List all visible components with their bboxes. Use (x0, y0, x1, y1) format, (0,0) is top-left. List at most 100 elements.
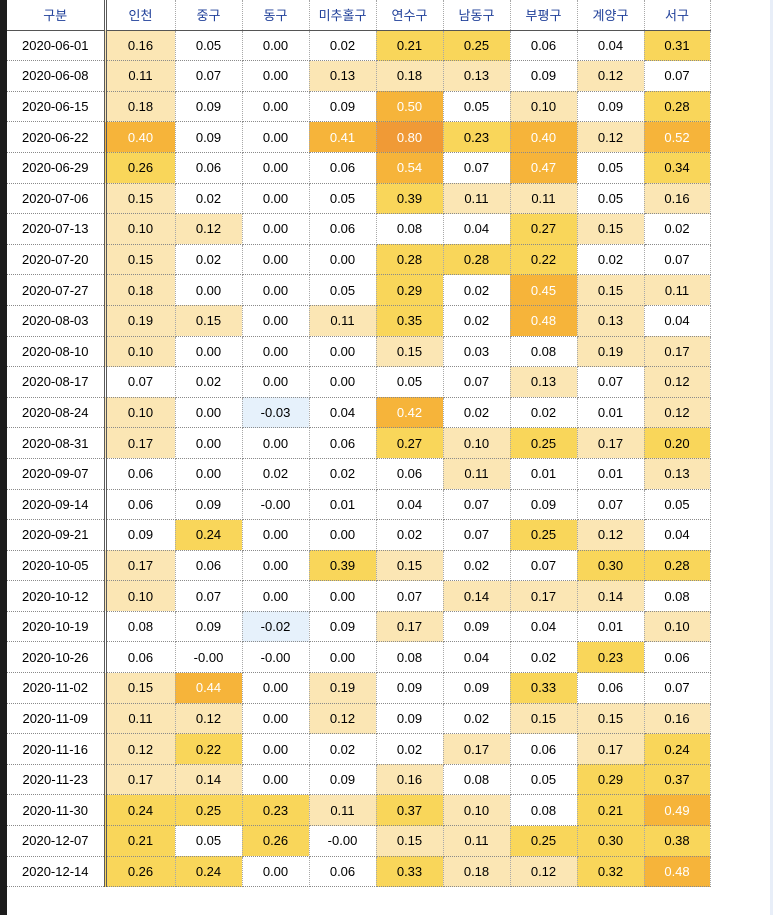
row-date: 2020-08-03 (7, 305, 107, 337)
heat-cell: 0.09 (443, 672, 511, 704)
heat-cell: 0.15 (105, 672, 176, 704)
table-row: 2020-08-10 0.10 0.00 0.00 0.00 0.15 0.03 0.08 0.… (7, 336, 711, 368)
heat-cell: 0.39 (309, 550, 377, 582)
heat-cell: 0.00 (242, 366, 310, 398)
heat-cell: 0.14 (577, 580, 645, 612)
heat-cell: 0.05 (376, 366, 444, 398)
heat-cell: 0.04 (510, 611, 578, 643)
heat-cell: 0.17 (105, 550, 176, 582)
heat-cell: 0.27 (510, 213, 578, 245)
heat-cell: 0.23 (443, 121, 511, 153)
table-body: 2020-06-01 0.16 0.05 0.00 0.02 0.21 0.25 0.06 0.… (7, 30, 711, 888)
row-date: 2020-06-29 (7, 152, 107, 184)
row-date: 2020-12-07 (7, 825, 107, 857)
heat-cell: 0.09 (105, 519, 176, 551)
heat-cell: 0.12 (577, 121, 645, 153)
table-row: 2020-12-14 0.26 0.24 0.00 0.06 0.33 0.18 0.12 0.… (7, 856, 711, 888)
heat-cell: 0.47 (510, 152, 578, 184)
heat-cell: 0.00 (242, 91, 310, 123)
heat-cell: 0.02 (175, 183, 243, 215)
heat-cell: 0.37 (376, 794, 444, 827)
heat-cell: 0.01 (577, 397, 645, 429)
heat-cell: 0.22 (510, 244, 578, 276)
heat-cell: 0.09 (175, 611, 243, 643)
heat-cell: 0.09 (175, 489, 243, 521)
heat-cell: 0.28 (644, 91, 711, 123)
heat-cell: 0.10 (105, 580, 176, 612)
heat-cell: 0.08 (376, 213, 444, 245)
heat-cell: 0.02 (443, 550, 511, 582)
table-row: 2020-10-26 0.06 -0.00 -0.00 0.00 0.08 0.04 0.02… (7, 641, 711, 674)
heat-cell: 0.02 (510, 397, 578, 429)
row-date: 2020-11-30 (7, 794, 107, 827)
heat-cell: 0.35 (376, 305, 444, 337)
header-row: 구분 인천 중구 동구 미추홀구 연수구 남동구 부평구 계양구 서구 (7, 0, 711, 31)
heat-cell: 0.11 (309, 794, 377, 827)
table-row: 2020-10-19 0.08 0.09 -0.02 0.09 0.17 0.09 0.04 0… (7, 611, 711, 643)
heat-cell: 0.00 (175, 336, 243, 368)
heat-cell: 0.02 (175, 244, 243, 276)
heat-cell: 0.40 (105, 121, 176, 153)
heatmap-table-container: 구분 인천 중구 동구 미추홀구 연수구 남동구 부평구 계양구 서구 2020-06-01 0.… (7, 0, 773, 915)
heat-cell: 0.00 (309, 244, 377, 276)
heat-cell: 0.00 (242, 764, 310, 796)
heat-cell: 0.09 (443, 611, 511, 643)
heat-cell: 0.00 (242, 213, 310, 245)
heat-cell: 0.31 (644, 30, 711, 62)
heat-cell: 0.25 (510, 427, 578, 459)
heat-cell: 0.16 (105, 30, 176, 62)
heat-cell: -0.00 (309, 825, 377, 857)
heat-cell: 0.17 (644, 336, 711, 368)
row-date: 2020-12-14 (7, 856, 107, 888)
heat-cell: 0.52 (644, 121, 711, 153)
heat-cell: 0.06 (376, 458, 444, 490)
heat-cell: 0.38 (644, 825, 711, 857)
heat-cell: 0.39 (376, 183, 444, 215)
heat-cell: 0.17 (577, 733, 645, 765)
heat-cell: 0.15 (577, 213, 645, 245)
row-date: 2020-10-19 (7, 611, 107, 643)
heat-cell: -0.00 (175, 641, 243, 674)
heat-cell: 0.05 (577, 152, 645, 184)
heat-cell: 0.12 (175, 213, 243, 245)
heat-cell: -0.02 (242, 611, 310, 643)
heat-cell: 0.40 (510, 121, 578, 153)
heat-cell: 0.17 (443, 733, 511, 765)
heat-cell: 0.00 (309, 641, 377, 674)
heat-cell: 0.27 (376, 427, 444, 459)
heat-cell: 0.08 (105, 611, 176, 643)
heat-cell: 0.12 (644, 397, 711, 429)
table-row: 2020-07-06 0.15 0.02 0.00 0.05 0.39 0.11 0.11 0.… (7, 183, 711, 215)
heat-cell: 0.07 (175, 60, 243, 92)
heat-cell: 0.02 (376, 733, 444, 765)
heat-cell: 0.21 (376, 30, 444, 62)
heat-cell: 0.07 (175, 580, 243, 612)
heat-cell: 0.07 (376, 580, 444, 612)
heat-cell: 0.07 (443, 366, 511, 398)
heat-cell: 0.12 (577, 519, 645, 551)
heat-cell: 0.00 (175, 458, 243, 490)
heat-cell: 0.18 (105, 274, 176, 306)
heat-cell: 0.15 (105, 244, 176, 276)
heat-cell: 0.22 (175, 733, 243, 765)
heat-cell: 0.15 (175, 305, 243, 337)
heat-cell: 0.19 (309, 672, 377, 704)
heat-cell: 0.30 (577, 550, 645, 582)
heat-cell: 0.48 (510, 305, 578, 337)
heat-cell: 0.41 (309, 121, 377, 153)
heat-cell: 0.06 (577, 672, 645, 704)
row-date: 2020-11-09 (7, 703, 107, 735)
column-header: 부평구 (510, 0, 578, 31)
heat-cell: 0.18 (443, 856, 511, 888)
heat-cell: 0.00 (242, 244, 310, 276)
heat-cell: 0.18 (376, 60, 444, 92)
heat-cell: 0.26 (105, 856, 176, 888)
heat-cell: 0.01 (577, 458, 645, 490)
heat-cell: 0.08 (376, 641, 444, 674)
heat-cell: 0.07 (644, 244, 711, 276)
heat-cell: 0.13 (510, 366, 578, 398)
table-row: 2020-06-29 0.26 0.06 0.00 0.06 0.54 0.07 0.47 0.… (7, 152, 711, 184)
heat-cell: 0.80 (376, 121, 444, 153)
heat-cell: 0.02 (376, 519, 444, 551)
table-row: 2020-11-16 0.12 0.22 0.00 0.02 0.02 0.17 0.06 0.… (7, 733, 711, 765)
